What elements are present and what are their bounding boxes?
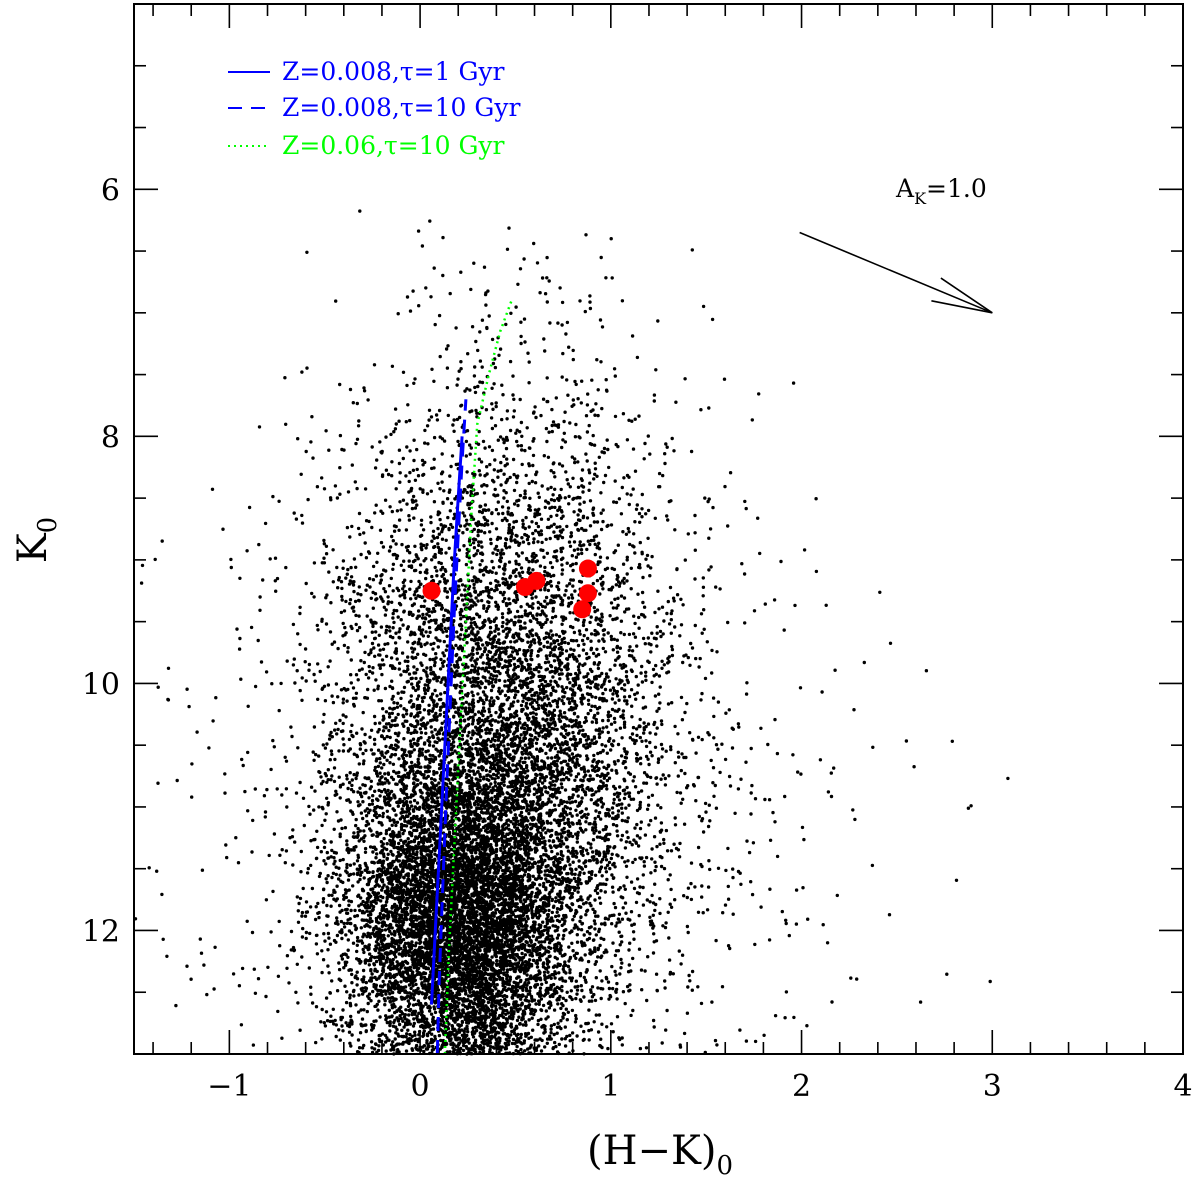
x-axis-label-sub: 0 <box>716 1151 733 1181</box>
legend: Z=0.008,τ=1 Gyr Z=0.008,τ=10 Gyr Z=0.06,… <box>228 57 520 160</box>
y-tick-label: 6 <box>101 173 120 208</box>
legend-label-3: Z=0.06,τ=10 Gyr <box>282 131 505 160</box>
x-axis-label: (H−K)0 <box>587 1128 733 1181</box>
highlighted-star-5 <box>578 584 597 603</box>
y-tick-label: 12 <box>82 914 120 949</box>
axis-ticks <box>134 3 1184 1055</box>
reddening-vector: AK=1.0 <box>799 174 993 314</box>
y-axis-label-main: K <box>10 532 56 563</box>
isochrone-series <box>430 300 513 1055</box>
x-tick-label: 4 <box>1173 1069 1192 1104</box>
x-tick-label: −1 <box>207 1069 251 1104</box>
x-tick-label: 1 <box>601 1069 620 1104</box>
reddening-label-value: =1.0 <box>926 174 987 203</box>
legend-label-2: Z=0.008,τ=10 Gyr <box>282 93 520 122</box>
series-line-2 <box>435 399 468 1055</box>
background-star-points <box>133 209 1010 1056</box>
x-axis-label-main: (H−K) <box>587 1128 717 1174</box>
reddening-vector-shaft <box>799 231 993 314</box>
highlighted-stars <box>422 559 597 619</box>
legend-entry-1: Z=0.008,τ=1 Gyr <box>228 57 505 86</box>
legend-label-1: Z=0.008,τ=1 Gyr <box>282 57 505 86</box>
highlighted-star-6 <box>573 600 592 619</box>
reddening-label-sub: K <box>914 189 927 208</box>
highlighted-star-4 <box>578 559 597 578</box>
x-tick-label: 2 <box>792 1069 811 1104</box>
y-tick-label: 8 <box>101 420 120 455</box>
reddening-label-main: A <box>895 174 915 203</box>
plot-frame <box>133 3 1184 1055</box>
series-line-1 <box>430 436 464 1005</box>
x-tick-label: 0 <box>411 1069 430 1104</box>
x-tick-label: 3 <box>983 1069 1002 1104</box>
highlighted-star-1 <box>422 581 441 600</box>
highlighted-star-3 <box>527 571 546 590</box>
y-tick-label: 10 <box>82 667 120 702</box>
legend-entry-3: Z=0.06,τ=10 Gyr <box>228 131 505 160</box>
y-axis-label-sub: 0 <box>33 517 63 534</box>
legend-entry-2: Z=0.008,τ=10 Gyr <box>228 93 520 122</box>
background-stars <box>133 209 1010 1056</box>
series-line-3 <box>443 300 513 1055</box>
reddening-vector-label: AK=1.0 <box>895 174 987 208</box>
reddening-vector-head <box>931 277 993 314</box>
y-axis-label: K0 <box>10 517 63 563</box>
